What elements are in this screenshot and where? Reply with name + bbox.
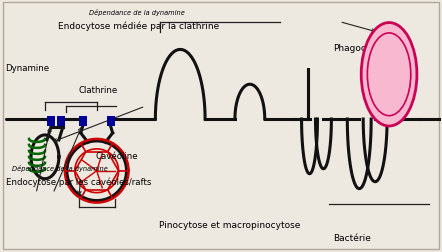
Bar xyxy=(57,117,65,127)
Ellipse shape xyxy=(361,23,417,127)
Text: Clathrine: Clathrine xyxy=(78,85,118,94)
Text: Dépendance de la dynamine: Dépendance de la dynamine xyxy=(89,9,185,15)
Bar xyxy=(107,117,114,127)
Text: Cavéoline: Cavéoline xyxy=(96,152,138,161)
Text: Pinocytose et macropinocytose: Pinocytose et macropinocytose xyxy=(160,220,301,230)
Text: Bactérie: Bactérie xyxy=(333,233,371,242)
FancyBboxPatch shape xyxy=(3,3,439,249)
Ellipse shape xyxy=(367,34,411,116)
Text: Dépendance de la dynamine: Dépendance de la dynamine xyxy=(12,164,108,171)
Bar xyxy=(79,117,87,127)
Text: Dynamine: Dynamine xyxy=(6,64,50,73)
Text: Endocytose par les cavéoles/rafts: Endocytose par les cavéoles/rafts xyxy=(6,176,151,186)
Bar xyxy=(47,117,55,127)
Text: Phagocytose: Phagocytose xyxy=(333,44,391,53)
Text: Endocytose médiée par la clathrine: Endocytose médiée par la clathrine xyxy=(58,21,220,30)
